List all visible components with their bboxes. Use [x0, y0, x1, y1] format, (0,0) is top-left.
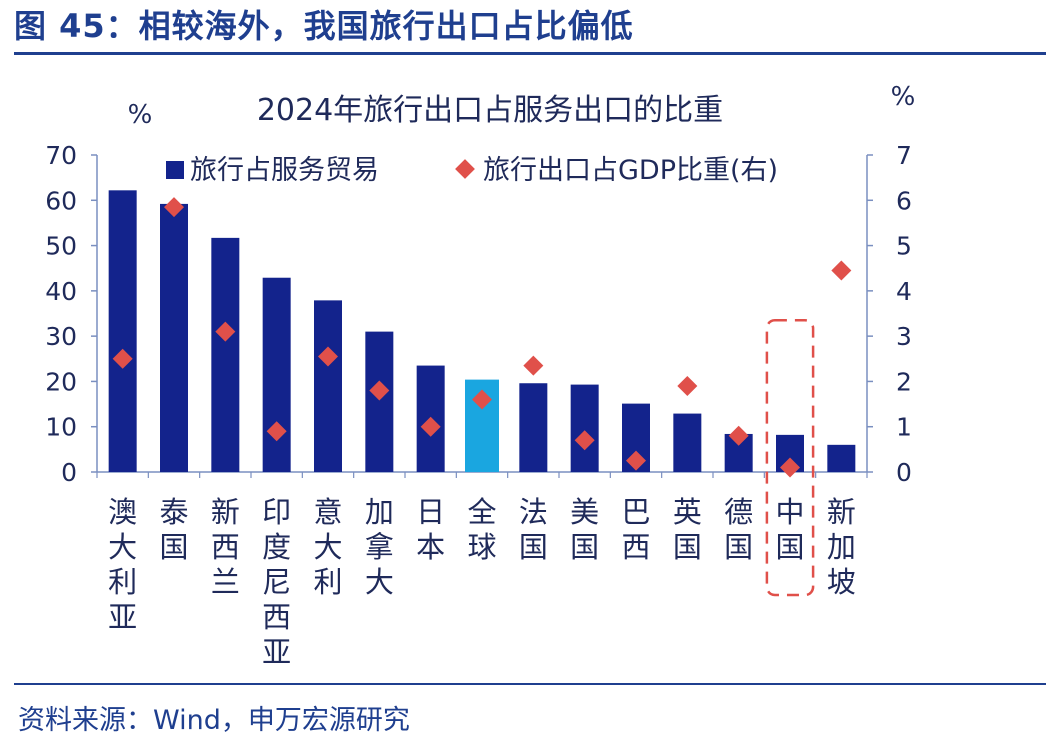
right-tick-label: 7: [896, 141, 912, 170]
right-tick-label: 4: [896, 277, 912, 306]
category-label: 日本: [416, 495, 445, 564]
category-label: 新加坡: [827, 495, 856, 599]
bar-新西兰: [211, 237, 240, 472]
left-tick-label: 0: [61, 458, 77, 487]
category-label: 泰国: [159, 495, 188, 564]
point-法国: [523, 355, 544, 376]
category-label: 中国: [775, 495, 804, 564]
left-axis-unit: %: [128, 100, 153, 130]
legend-diamond-label: 旅行出口占GDP比重(右): [483, 155, 778, 186]
category-label: 法国: [519, 495, 548, 564]
category-label: 印度尼西亚: [262, 495, 291, 669]
left-tick-label: 20: [45, 367, 77, 396]
left-tick-label: 60: [45, 186, 77, 215]
right-tick-label: 6: [896, 186, 912, 215]
bar-泰国: [160, 203, 188, 472]
point-巴西: [626, 450, 646, 471]
right-tick-label: 3: [896, 322, 912, 351]
point-泰国: [164, 197, 184, 218]
left-tick-label: 50: [45, 232, 77, 261]
category-label: 英国: [673, 495, 702, 564]
point-英国: [677, 375, 698, 396]
left-tick-label: 10: [45, 413, 77, 442]
point-新加坡: [831, 260, 852, 281]
bar-印度尼西亚: [262, 277, 291, 472]
point-意大利: [318, 346, 338, 367]
bar-意大利: [314, 300, 342, 472]
point-德国: [728, 425, 749, 446]
legend-bar-swatch: [166, 161, 184, 179]
annotations: [765, 319, 815, 597]
right-tick-label: 0: [896, 458, 912, 487]
chart-title: 2024年旅行出口占服务出口的比重: [257, 93, 723, 128]
right-tick-label: 1: [896, 413, 912, 442]
legend-diamond-swatch: [455, 159, 475, 179]
left-tick-label: 70: [45, 141, 77, 170]
left-tick-label: 40: [45, 277, 77, 306]
figure-title: 图 45：相较海外，我国旅行出口占比偏低: [14, 7, 634, 45]
right-axis-unit: %: [891, 82, 916, 112]
diamond-points: [112, 197, 852, 478]
point-澳大利亚: [112, 348, 133, 369]
point-美国: [574, 430, 595, 451]
bar-澳大利亚: [108, 190, 137, 472]
chart-area: 2024年旅行出口占服务出口的比重 % % 旅行占服务贸易 旅行出口占GDP比重…: [45, 82, 916, 669]
point-加拿大: [369, 380, 390, 401]
category-label: 新西兰: [211, 495, 240, 599]
category-label: 意大利: [313, 495, 342, 599]
source-note: 资料来源：Wind，申万宏源研究: [18, 705, 410, 736]
bar-加拿大: [365, 331, 394, 472]
category-label: 美国: [570, 495, 599, 564]
left-tick-label: 30: [45, 322, 77, 351]
point-新西兰: [215, 321, 236, 342]
point-印度尼西亚: [266, 421, 287, 442]
category-label: 德国: [724, 495, 753, 564]
bars: [108, 190, 856, 472]
bar-新加坡: [827, 444, 856, 472]
axes: 0 10 20 30 40 50 60 70 0 1 2 3 4 5 6 7: [45, 141, 912, 487]
bar-英国: [673, 413, 702, 472]
point-全球: [472, 389, 492, 410]
source-divider: [14, 683, 1046, 685]
right-tick-label: 5: [896, 232, 912, 261]
category-label: 澳大利亚: [108, 495, 137, 634]
category-label: 巴西: [621, 495, 650, 564]
category-label: 全球: [467, 495, 496, 564]
china-highlight-box: [765, 319, 815, 597]
legend: 旅行占服务贸易 旅行出口占GDP比重(右): [166, 155, 778, 186]
title-divider: [14, 52, 1046, 55]
bar-美国: [570, 384, 599, 472]
right-tick-label: 2: [896, 367, 912, 396]
bar-法国: [519, 383, 548, 472]
point-日本: [420, 416, 441, 437]
legend-bar-label: 旅行占服务贸易: [190, 155, 379, 186]
category-label: 加拿大: [365, 495, 394, 599]
point-中国: [780, 457, 800, 478]
